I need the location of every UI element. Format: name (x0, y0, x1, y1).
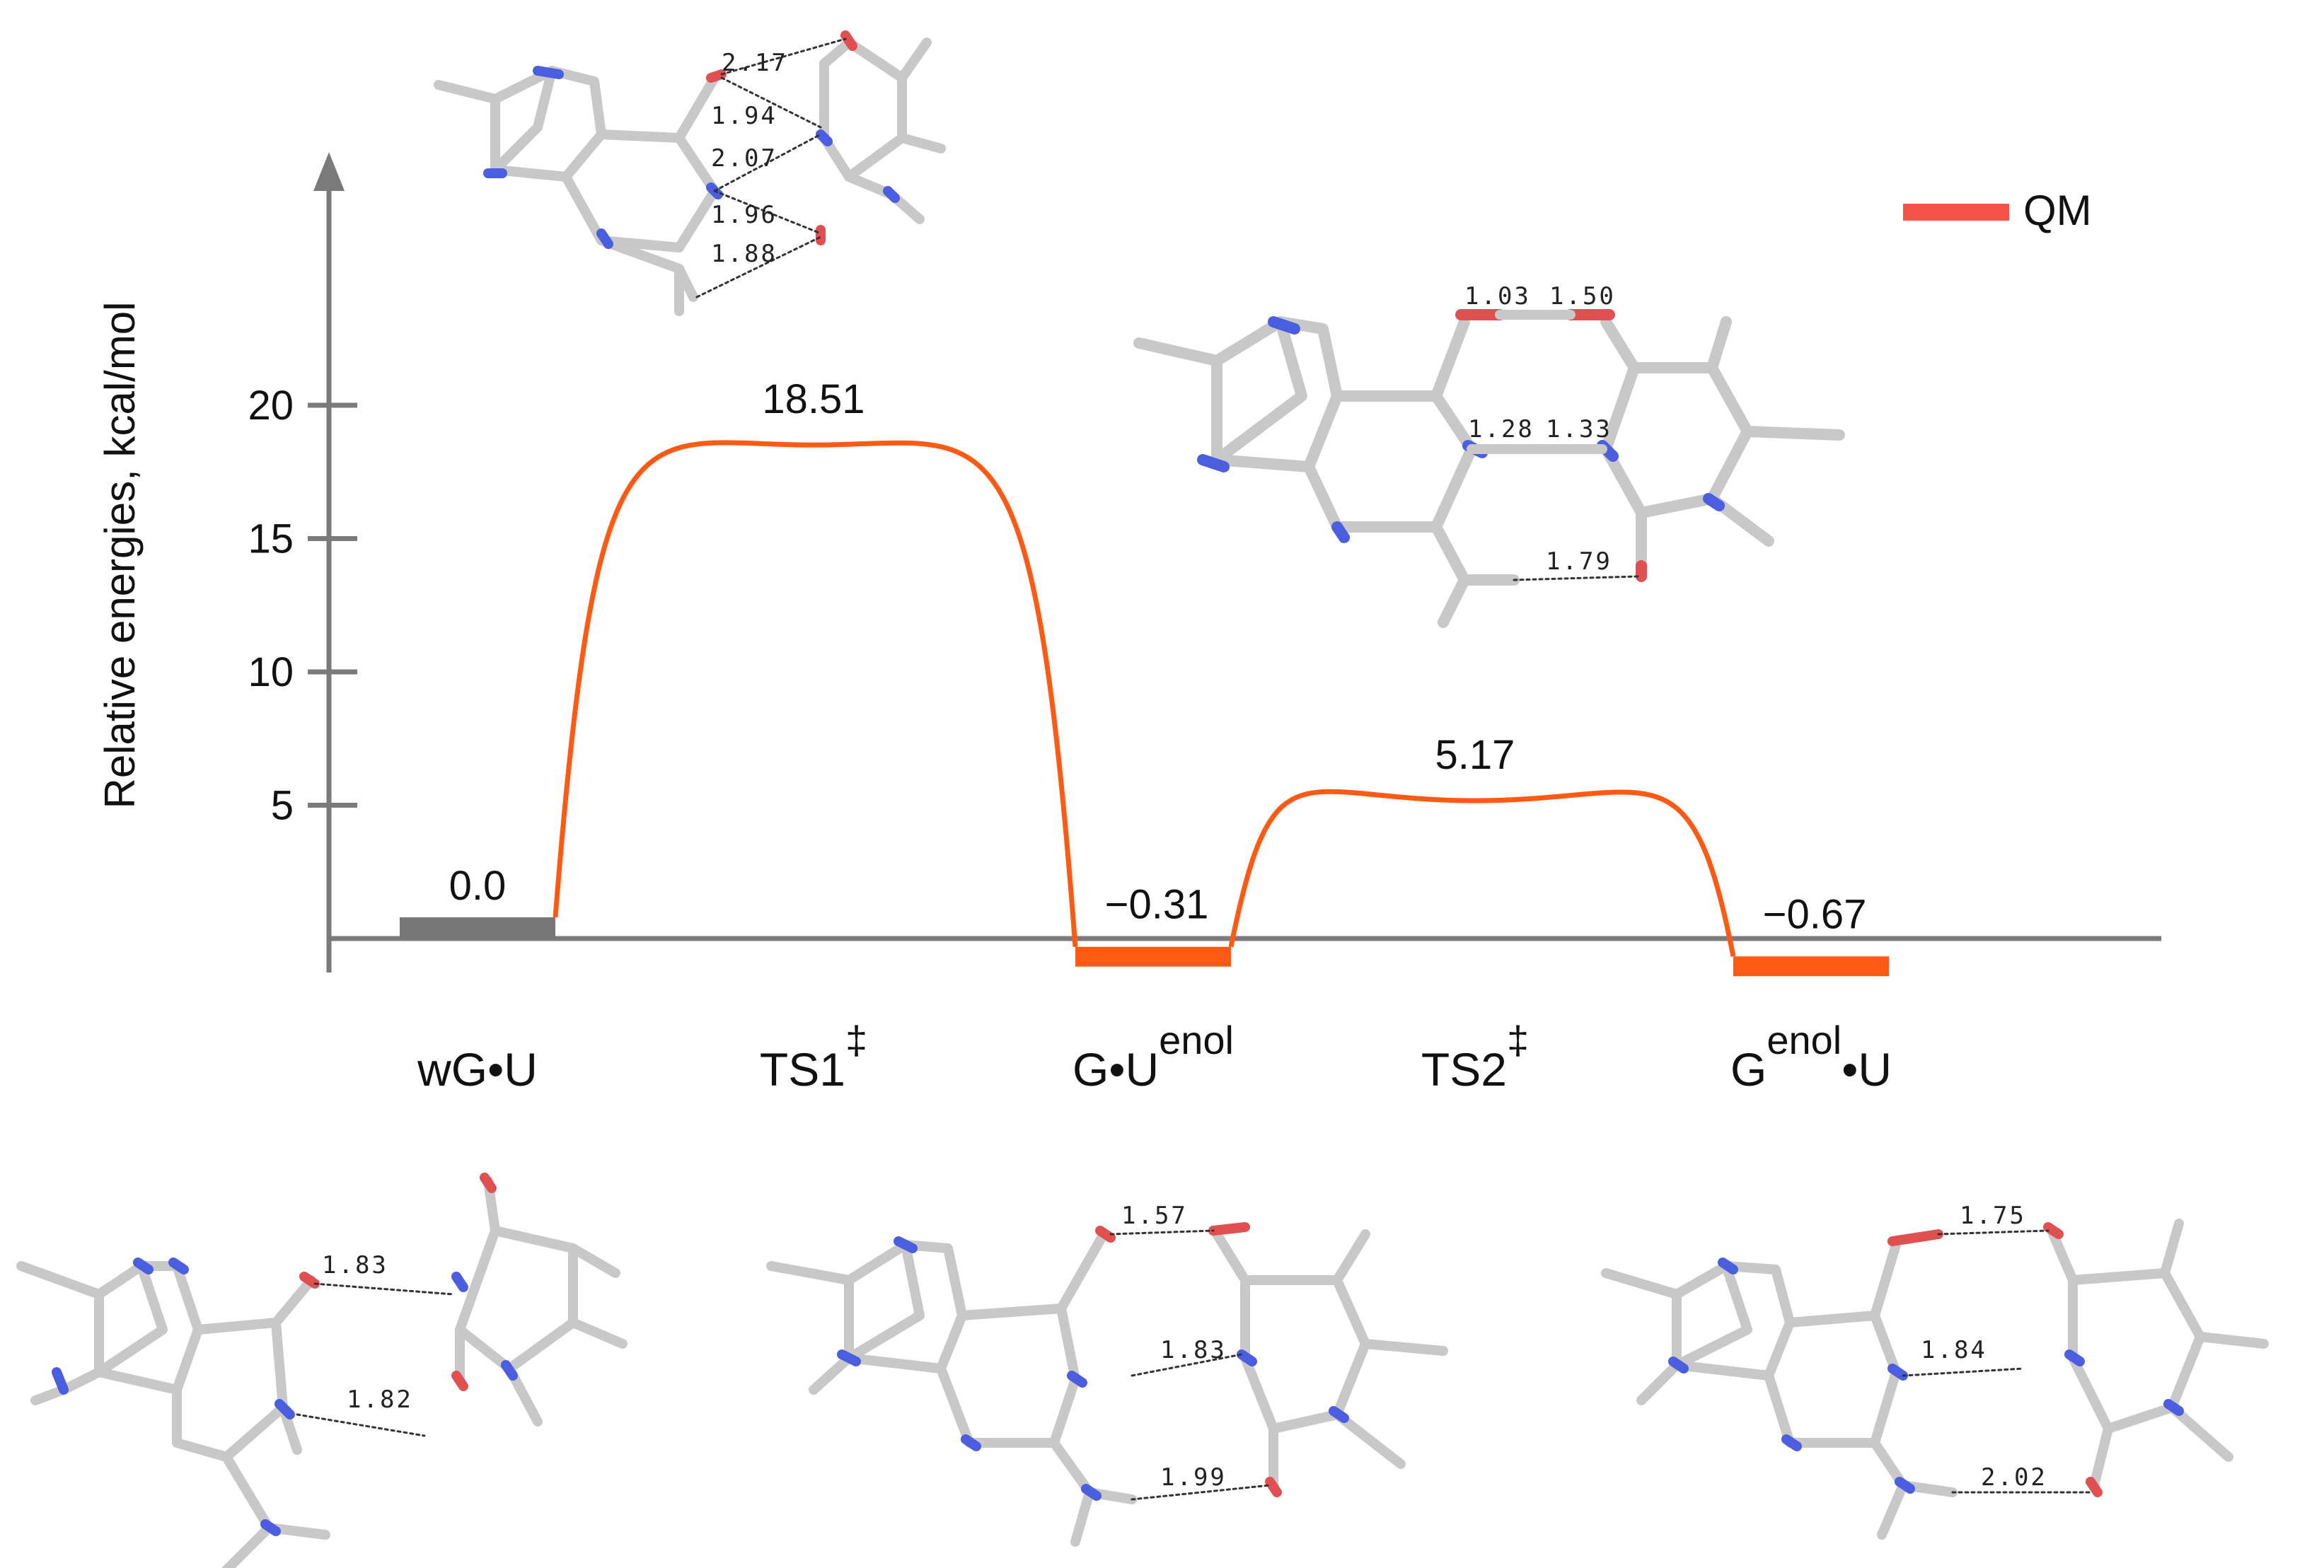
ts1-hbond-2: 1.94 (711, 102, 777, 130)
state-label: Genol•U (1730, 1018, 1892, 1096)
state-label: TS2‡ (1421, 1018, 1529, 1096)
energy-value-label: −0.31 (1105, 882, 1209, 928)
state-label: TS1‡ (760, 1018, 867, 1096)
ts2-hbond-5: 1.79 (1546, 547, 1612, 576)
y-tick-label: 5 (271, 783, 294, 829)
state-label: G•Uenol (1073, 1018, 1234, 1096)
y-axis-arrow-icon (313, 152, 345, 191)
ts2-hbond-2: 1.50 (1549, 282, 1616, 310)
energy-value-label: 0.0 (449, 863, 507, 909)
ts2-hbond-1: 1.03 (1464, 282, 1531, 310)
barrier-curve-1 (553, 440, 1078, 947)
legend-label: QM (2023, 187, 2092, 234)
energy-value-label: 18.51 (762, 376, 865, 422)
y-ticks: 5 10 15 20 (248, 383, 357, 829)
wgu-structure (16, 1173, 628, 1568)
energy-value-label: −0.67 (1763, 891, 1867, 937)
level-0 (400, 917, 555, 939)
genolu-hbond-1: 1.75 (1960, 1202, 2026, 1230)
guenol-hbond-3: 1.99 (1160, 1463, 1227, 1492)
level-2 (1075, 946, 1231, 967)
energy-levels (400, 917, 1889, 977)
y-tick-label: 10 (248, 649, 294, 695)
wgu-hbond-2: 1.82 (347, 1386, 413, 1414)
genolu-hbond-2: 1.84 (1921, 1336, 1987, 1364)
legend-swatch (1903, 204, 2009, 221)
energy-curves (553, 440, 1736, 957)
guenol-structure (766, 1222, 1448, 1547)
ts2-hbond-3: 1.28 (1468, 415, 1534, 443)
state-label: wG•U (417, 1043, 538, 1096)
y-tick-label: 15 (248, 516, 294, 562)
barrier-curve-3 (1228, 789, 1736, 957)
y-axis-label: Relative energies, kcal/mol (96, 302, 144, 809)
ts2-hbond-4: 1.33 (1546, 415, 1612, 443)
y-tick-label: 20 (248, 383, 294, 429)
energy-value-label: 5.17 (1435, 732, 1515, 778)
ts1-structure (434, 30, 946, 316)
wgu-hbond-1: 1.83 (322, 1251, 388, 1279)
ts2-structure (1133, 309, 1845, 628)
state-labels: wG•U TS1‡ G•Uenol TS2‡ Genol•U (417, 1018, 1892, 1096)
level-4 (1733, 956, 1889, 977)
ts1-hbond-1: 2.17 (722, 49, 788, 77)
ts1-hbond-3: 2.07 (711, 144, 777, 173)
ts1-hbond-5: 1.88 (711, 240, 777, 268)
energy-value-labels: 0.0 18.51 −0.31 5.17 −0.67 (449, 376, 1867, 937)
genolu-hbond-3: 2.02 (1981, 1463, 2047, 1492)
ts1-hbond-4: 1.96 (711, 201, 777, 229)
guenol-hbond-2: 1.83 (1160, 1336, 1227, 1364)
guenol-hbond-1: 1.57 (1121, 1202, 1188, 1230)
genolu-structure (1601, 1219, 2269, 1540)
